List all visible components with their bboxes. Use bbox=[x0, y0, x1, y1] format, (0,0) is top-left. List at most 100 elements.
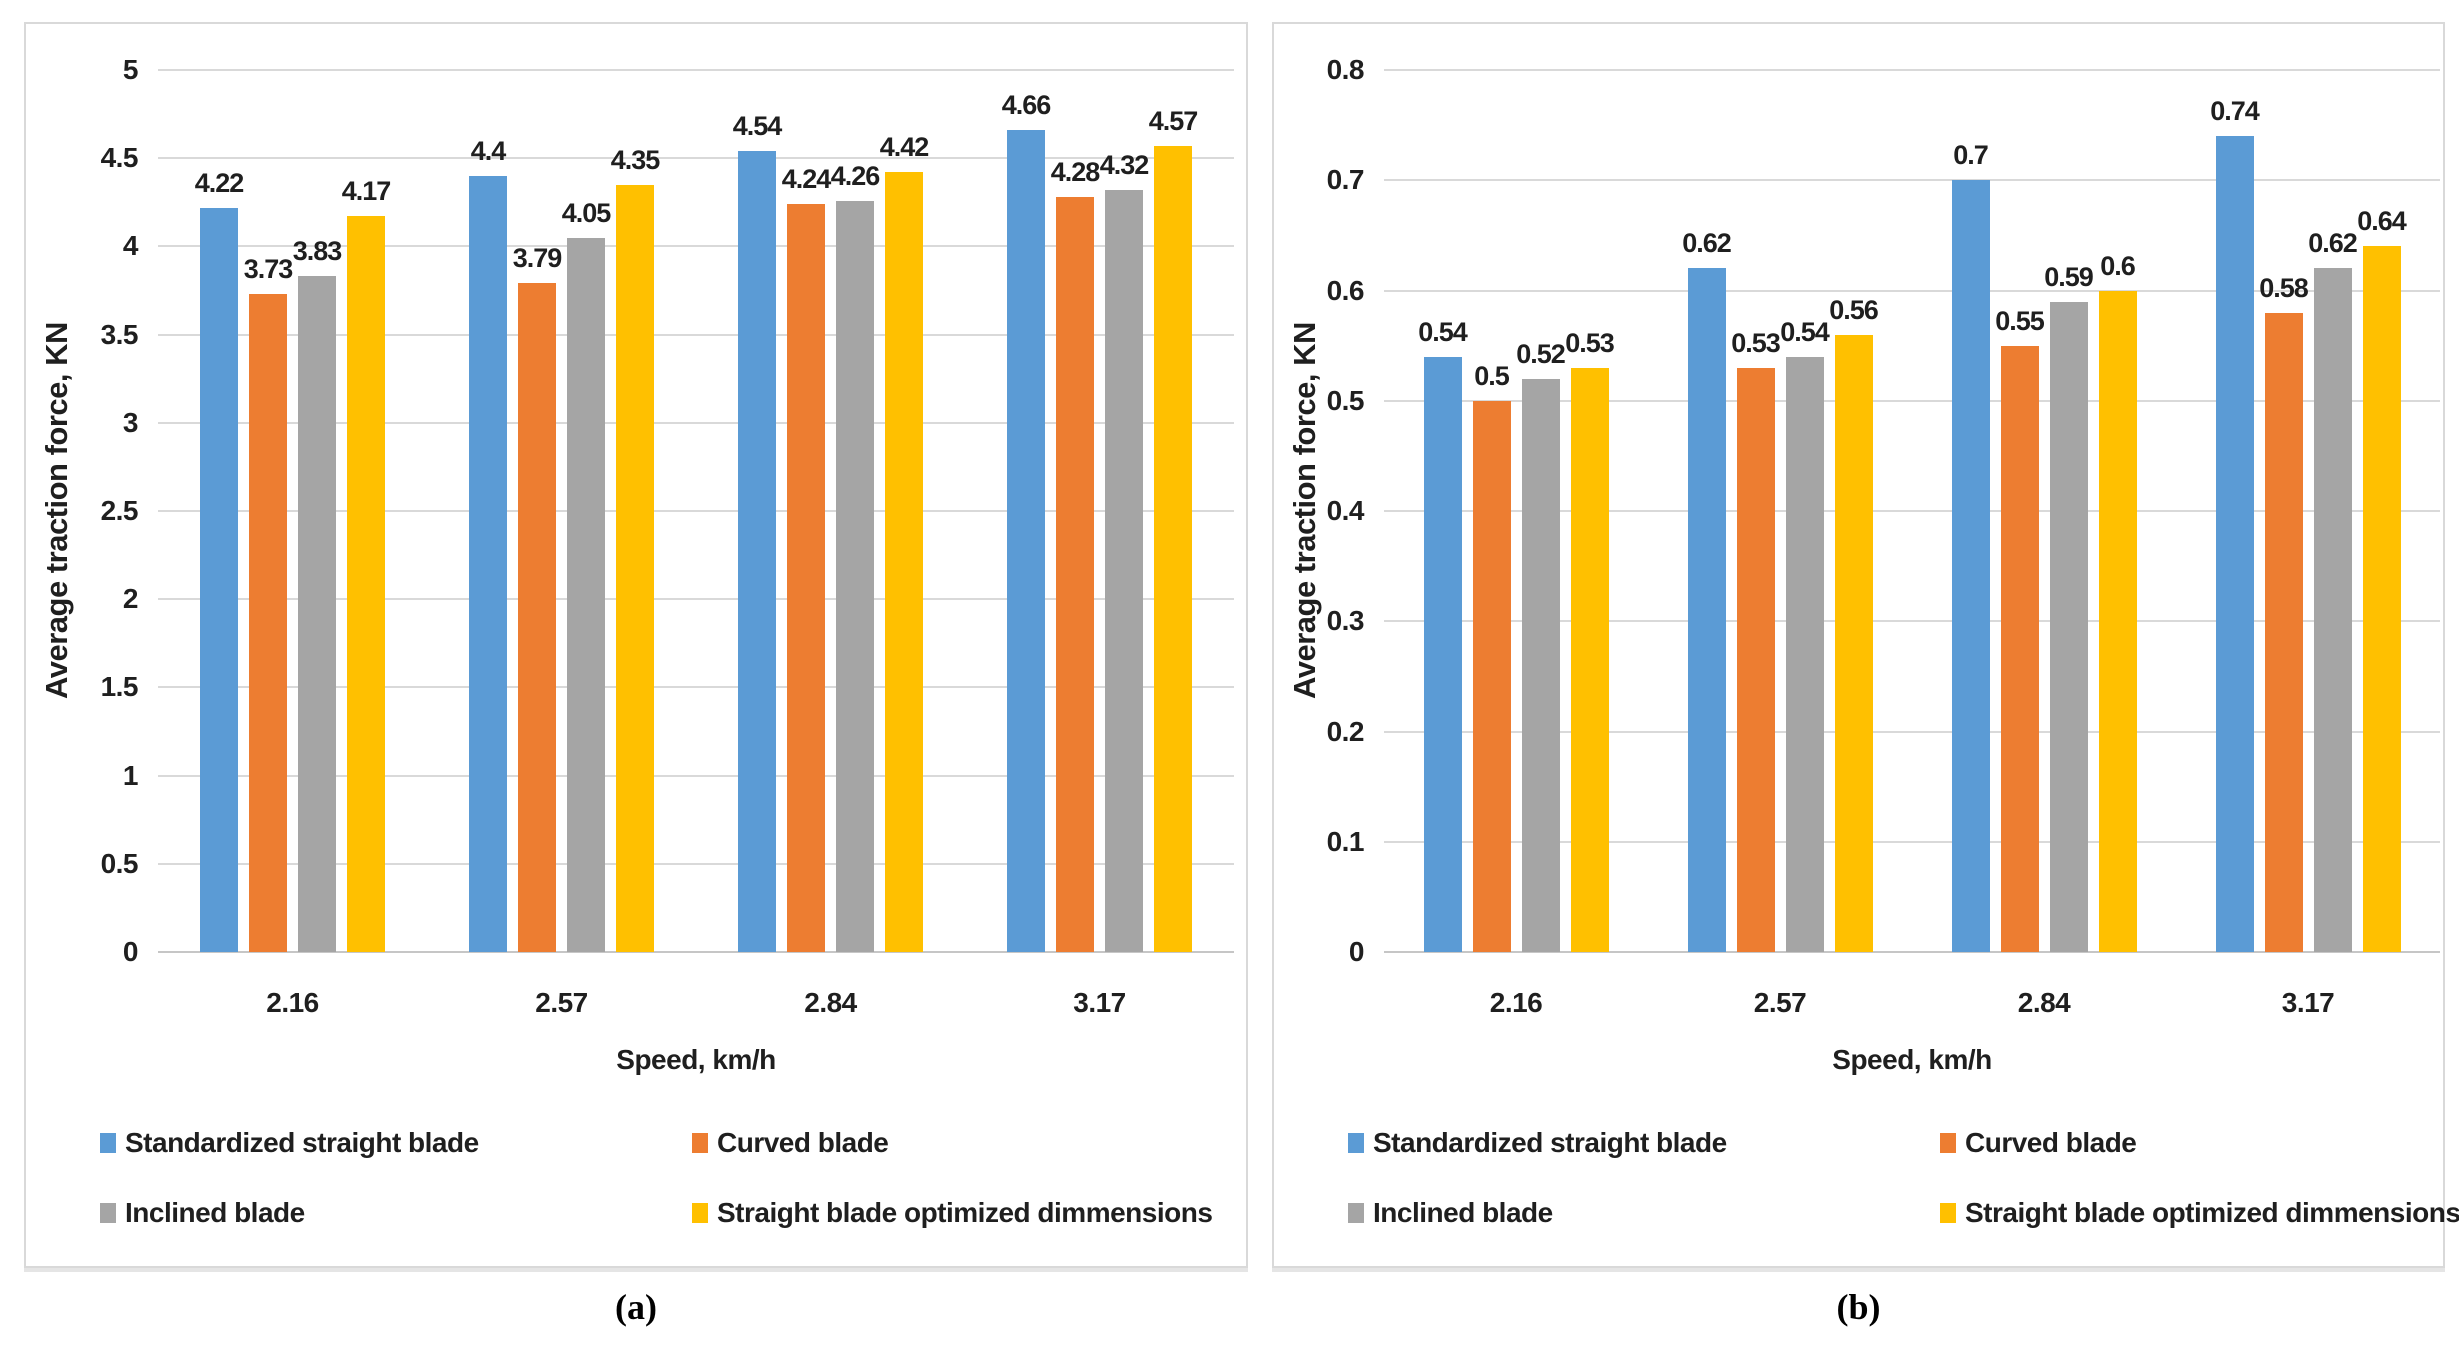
legend-marker bbox=[1348, 1133, 1364, 1153]
bar bbox=[2313, 268, 2352, 952]
bar bbox=[787, 204, 825, 952]
legend-label: Curved blade bbox=[717, 1127, 889, 1158]
gridline bbox=[1384, 179, 2440, 182]
gridline bbox=[1384, 951, 2440, 953]
gridline bbox=[1384, 399, 2440, 402]
gridline bbox=[158, 510, 1234, 512]
legend-label: Straight blade optimized dimmensions bbox=[717, 1197, 1213, 1228]
gridline bbox=[158, 951, 1234, 953]
legend: Standardized straight blade Curved blade I… bbox=[1348, 1126, 2459, 1230]
figure-caption-b: (b) bbox=[1836, 1287, 1881, 1327]
bar bbox=[2215, 136, 2254, 952]
y-tick-label: 1 bbox=[122, 759, 139, 791]
bar bbox=[1736, 367, 1775, 952]
y-tick-label: 0.6 bbox=[1326, 274, 1365, 306]
bar-value-label: 0.62 bbox=[2308, 228, 2358, 259]
bar-value-label: 3.73 bbox=[243, 254, 294, 285]
bar bbox=[1521, 378, 1560, 952]
category-label: 2.84 bbox=[2017, 987, 2071, 1018]
y-tick-label: 0.7 bbox=[1326, 164, 1365, 196]
bar-value-label: 3.83 bbox=[292, 236, 343, 267]
gridline bbox=[1384, 69, 2440, 71]
bar bbox=[347, 216, 385, 952]
gridline bbox=[158, 157, 1234, 160]
y-tick-label: 0 bbox=[122, 936, 139, 967]
legend-label: Standardized straight blade bbox=[125, 1127, 479, 1158]
category-label: 3.17 bbox=[2281, 987, 2335, 1018]
y-tick-label: 0.8 bbox=[1326, 54, 1365, 85]
category-label: 2.16 bbox=[1489, 987, 1543, 1018]
bar bbox=[469, 175, 507, 952]
bar bbox=[1423, 356, 1462, 952]
bar bbox=[616, 184, 654, 952]
bar-value-label: 0.53 bbox=[1565, 327, 1615, 358]
gridline bbox=[158, 421, 1234, 424]
y-tick-label: 2.5 bbox=[100, 495, 139, 526]
category-label: 2.16 bbox=[266, 987, 319, 1018]
bar bbox=[738, 151, 776, 952]
bar bbox=[1007, 129, 1045, 952]
chart-panel-b: Average traction force, KN 0 0.1 0.2 0.3 0.4… bbox=[1272, 22, 2459, 1268]
bar-value-label: 4.17 bbox=[341, 176, 392, 207]
gridline bbox=[1384, 840, 2440, 843]
bar-value-label: 0.53 bbox=[1731, 327, 1781, 358]
legend-label: Standardized straight blade bbox=[1373, 1127, 1727, 1158]
bar-value-label: 0.6 bbox=[2100, 250, 2136, 281]
bar-value-label: 0.59 bbox=[2044, 261, 2094, 292]
bar bbox=[249, 294, 287, 952]
y-tick-label: 0.5 bbox=[1326, 384, 1365, 416]
gridline bbox=[158, 598, 1234, 601]
category-label: 3.17 bbox=[1073, 987, 1126, 1018]
bar-value-label: 4.22 bbox=[194, 167, 245, 198]
legend-item: Inclined blade bbox=[100, 1196, 692, 1230]
y-tick-label: 2 bbox=[122, 583, 139, 615]
bar-value-label: 0.55 bbox=[1995, 305, 2045, 336]
legend-item: Curved blade bbox=[1940, 1126, 2459, 1160]
y-tick-label: 0 bbox=[1348, 936, 1365, 967]
legend-label: Straight blade optimized dimmensions bbox=[1965, 1197, 2459, 1228]
bar-value-label: 0.58 bbox=[2259, 272, 2309, 303]
legend-marker bbox=[1348, 1203, 1364, 1223]
gridline bbox=[158, 245, 1234, 248]
bar bbox=[567, 237, 605, 952]
gridline bbox=[158, 862, 1234, 865]
y-tick-label: 4.5 bbox=[100, 142, 139, 174]
x-axis-title: Speed, km/h bbox=[1832, 1044, 1992, 1075]
bar-value-label: 4.57 bbox=[1148, 105, 1199, 136]
bar-value-label: 4.28 bbox=[1050, 157, 1101, 187]
y-tick-label: 3 bbox=[122, 406, 139, 438]
y-tick-label: 4 bbox=[122, 230, 139, 262]
legend-item: Standardized straight blade bbox=[100, 1126, 692, 1160]
bar-value-label: 4.05 bbox=[561, 197, 612, 228]
bar bbox=[1056, 197, 1094, 952]
bar-value-label: 0.64 bbox=[2357, 206, 2407, 237]
category-label: 2.84 bbox=[804, 987, 857, 1018]
bar-value-label: 0.62 bbox=[1682, 228, 1732, 259]
legend-item: Straight blade optimized dimmensions bbox=[692, 1196, 1213, 1230]
gridline bbox=[158, 333, 1234, 336]
bar-value-label: 4.54 bbox=[732, 111, 783, 142]
bar bbox=[2000, 345, 2039, 952]
figure-caption-a: (a) bbox=[615, 1287, 657, 1327]
bar bbox=[1472, 400, 1511, 952]
legend-item: Standardized straight blade bbox=[1348, 1126, 1940, 1160]
plot-area: 0 0.5 1 1.5 2 2.5 3 3.5 4 4.5 5 2.16 4.22 3.73 3.83 4.1… bbox=[101, 54, 1234, 1018]
legend-label: Inclined blade bbox=[125, 1197, 305, 1228]
bar bbox=[1834, 334, 1873, 952]
legend-marker bbox=[1940, 1203, 1956, 1223]
bar-value-label: 0.54 bbox=[1418, 316, 1468, 347]
gridline bbox=[158, 69, 1234, 71]
legend-marker bbox=[100, 1133, 116, 1153]
bar-value-label: 4.24 bbox=[781, 164, 832, 195]
legend: Standardized straight blade Curved blade I… bbox=[100, 1126, 1213, 1230]
gridline bbox=[158, 774, 1234, 777]
legend-marker bbox=[1940, 1133, 1956, 1153]
legend-marker bbox=[692, 1203, 708, 1223]
bar bbox=[836, 200, 874, 952]
bar-value-label: 4.26 bbox=[830, 160, 881, 191]
legend-marker bbox=[692, 1133, 708, 1153]
gridline bbox=[1384, 510, 2440, 512]
plot-area: 0 0.1 0.2 0.3 0.4 0.5 0.6 0.7 0.8 2.16 0.54 0.5 0.52… bbox=[1327, 54, 2440, 1018]
bar bbox=[200, 207, 238, 952]
gridline bbox=[1384, 730, 2440, 733]
